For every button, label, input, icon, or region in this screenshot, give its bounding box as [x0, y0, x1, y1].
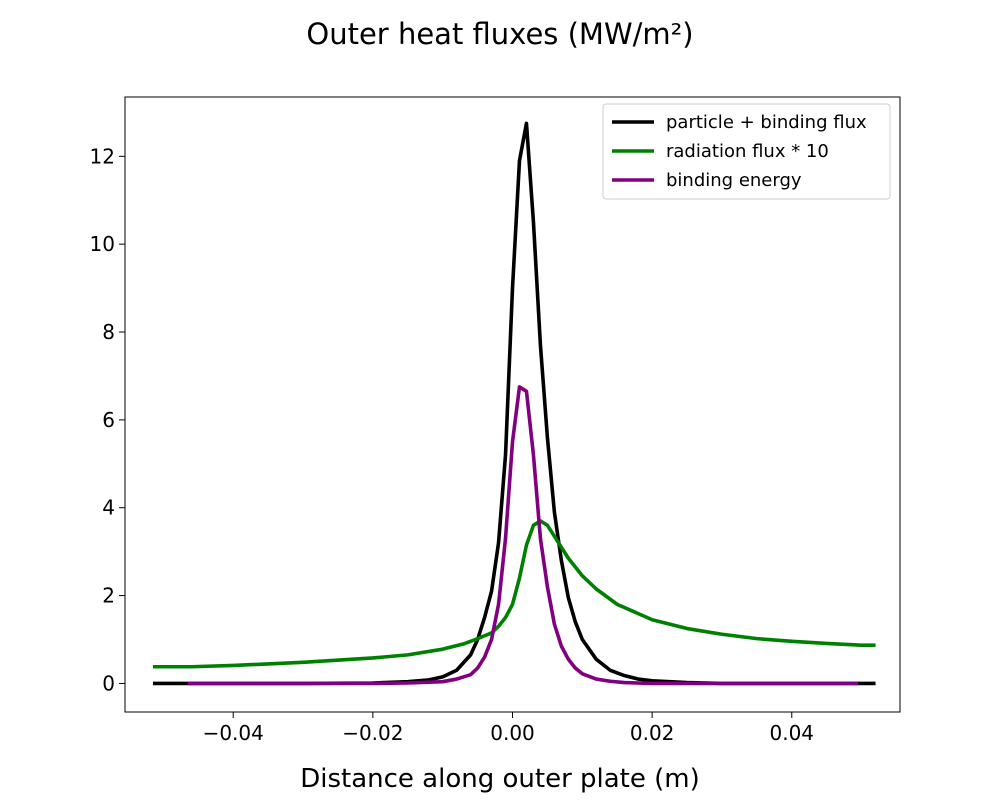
legend-label-binding-energy: binding energy: [666, 170, 802, 191]
series-line-particle-binding-flux: [152, 121, 876, 686]
y-tick-label: 8: [102, 320, 115, 344]
y-tick-label: 4: [102, 496, 115, 520]
legend-label-particle-binding-flux: particle + binding flux: [666, 112, 867, 133]
y-tick-label: 6: [102, 408, 115, 432]
y-tick-label: 2: [102, 584, 115, 608]
x-axis-label: Distance along outer plate (m): [300, 764, 700, 794]
series-line-binding-energy: [187, 385, 859, 686]
x-tick-label: 0.04: [770, 721, 815, 745]
plot-area: −0.04 −0.02 0.00 0.02 0.04 0 2 4 6 8 10 12: [90, 96, 901, 745]
y-tick-label: 10: [90, 232, 115, 256]
legend-label-radiation-flux-10: radiation flux * 10: [666, 141, 829, 162]
y-tick-label: 0: [102, 671, 115, 695]
legend-box: [602, 103, 891, 200]
x-tick-label: 0.00: [490, 721, 535, 745]
legend: particle + binding flux radiation flux * …: [602, 103, 891, 200]
chart-title: Outer heat fluxes (MW/m²): [306, 17, 693, 51]
series-group: [152, 121, 876, 686]
y-tick-label: 12: [90, 144, 115, 168]
x-tick-label: −0.02: [342, 721, 403, 745]
x-tick-label: −0.04: [203, 721, 264, 745]
x-tick-label: 0.02: [630, 721, 675, 745]
series-line-radiation-flux-10: [152, 519, 876, 669]
